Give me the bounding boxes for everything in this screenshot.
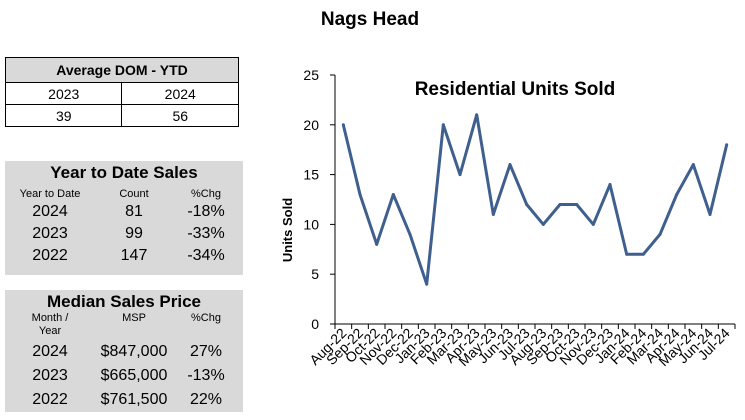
y-axis-label: Units Sold	[280, 198, 295, 262]
data-point	[591, 222, 595, 226]
units-sold-chart: Residential Units Sold Units Sold 0 5 10 15…	[270, 55, 745, 415]
ytd-header-year: Year to Date	[19, 188, 81, 200]
ytd-row: 2024 81 -18%	[5, 201, 243, 223]
dom-value-2023: 39	[4, 104, 123, 127]
data-point	[541, 222, 545, 226]
ytd-header-count: Count	[119, 188, 149, 200]
data-point	[375, 242, 379, 246]
data-point	[525, 202, 529, 206]
ytd-year: 2024	[32, 203, 68, 220]
ytd-year: 2023	[32, 225, 68, 242]
data-point	[691, 163, 695, 167]
chart-title: Residential Units Sold	[415, 79, 616, 100]
msp-title: Median Sales Price	[46, 292, 202, 311]
data-point	[575, 202, 579, 206]
ytd-chg: -18%	[187, 203, 225, 220]
msp-price: $665,000	[100, 367, 168, 384]
y-tick-label: 20	[303, 117, 319, 133]
msp-header-year: Month / Year	[31, 312, 69, 337]
median-sales-price-panel: Median Sales Price Month / Year MSP %Chg…	[5, 290, 243, 412]
data-point	[625, 252, 629, 256]
data-point	[391, 193, 395, 197]
data-point	[425, 282, 429, 286]
data-point	[725, 143, 729, 147]
msp-year: 2023	[32, 367, 68, 384]
data-point	[675, 193, 679, 197]
ytd-title: Year to Date Sales	[50, 163, 198, 182]
dom-value-2024: 56	[121, 104, 239, 127]
msp-chg: -13%	[187, 367, 225, 384]
ytd-count: 99	[125, 225, 143, 242]
data-point	[558, 202, 562, 206]
ytd-row: 2023 99 -33%	[5, 223, 243, 245]
ytd-header-row: Year to Date Count %Chg	[5, 188, 243, 201]
data-point	[475, 113, 479, 117]
dom-year-2023: 2023	[4, 82, 123, 105]
dom-title: Average DOM - YTD	[5, 57, 239, 83]
data-point	[408, 232, 412, 236]
data-point	[491, 212, 495, 216]
dom-header-row: Average DOM - YTD	[5, 57, 239, 83]
data-point	[658, 232, 662, 236]
msp-price: $761,500	[100, 391, 168, 408]
msp-price: $847,000	[100, 343, 168, 360]
msp-year: 2024	[32, 343, 68, 360]
data-point	[641, 252, 645, 256]
year-to-date-sales-panel: Year to Date Sales Year to Date Count %C…	[5, 161, 243, 275]
msp-chg: 27%	[189, 343, 223, 360]
dom-values-row: 39 56	[4, 104, 239, 127]
ytd-chg: -33%	[187, 225, 225, 242]
y-tick-label: 10	[303, 216, 319, 232]
data-point	[508, 163, 512, 167]
data-point	[708, 212, 712, 216]
msp-header-chg: %Chg	[191, 312, 221, 324]
msp-row: 2023 $665,000 -13%	[5, 364, 243, 388]
msp-header-row: Month / Year MSP %Chg	[5, 312, 243, 340]
series-line	[341, 113, 729, 286]
units-sold-chart-svg: Residential Units Sold Units Sold 0 5 10 15…	[280, 67, 736, 369]
dom-years-row: 2023 2024	[4, 82, 239, 105]
average-dom-table: Average DOM - YTD 2023 2024 39 56	[4, 57, 239, 127]
ytd-chg: -34%	[187, 247, 225, 264]
y-tick-label: 15	[303, 167, 319, 183]
page-title: Nags Head	[320, 9, 420, 30]
data-point	[608, 183, 612, 187]
msp-year: 2022	[32, 391, 68, 408]
ytd-count: 81	[125, 203, 143, 220]
data-point	[458, 173, 462, 177]
ytd-year: 2022	[32, 247, 68, 264]
msp-header-price: MSP	[122, 312, 146, 324]
ytd-row: 2022 147 -34%	[5, 245, 243, 267]
dom-year-2024: 2024	[121, 82, 239, 105]
data-point	[341, 123, 345, 127]
y-tick-label: 0	[311, 316, 319, 332]
ytd-count: 147	[120, 247, 148, 264]
data-point	[441, 123, 445, 127]
y-tick-label: 25	[303, 67, 319, 83]
ytd-header-chg: %Chg	[191, 188, 221, 200]
y-tick-label: 5	[311, 266, 319, 282]
msp-chg: 22%	[189, 391, 223, 408]
msp-row: 2024 $847,000 27%	[5, 340, 243, 364]
msp-row: 2022 $761,500 22%	[5, 388, 243, 412]
data-point	[358, 193, 362, 197]
